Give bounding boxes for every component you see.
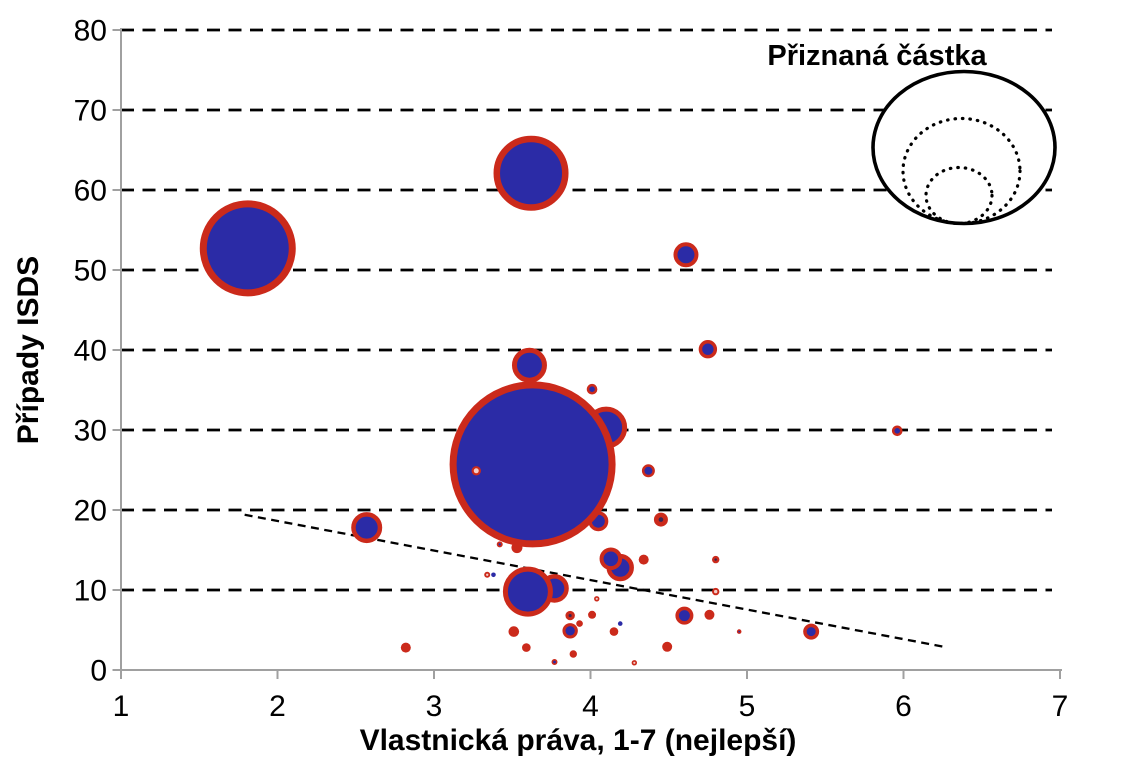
data-bubble-center [714,558,717,561]
data-bubble [594,596,600,602]
x-tick-label: 4 [582,690,599,723]
data-bubble [704,609,715,620]
data-bubble [588,610,597,619]
data-bubble [471,466,481,476]
data-bubble [891,425,903,437]
tick-labels: 0 10 20 30 40 50 60 70 80 1 2 3 4 5 6 7 [74,15,1069,724]
data-bubble [617,621,623,626]
x-tick-label: 6 [895,690,912,723]
x-tick-label: 3 [426,690,443,723]
data-bubble [641,464,655,478]
data-bubble [562,623,578,639]
data-bubble [400,642,411,653]
data-bubble [586,383,598,395]
data-bubble [609,627,619,636]
legend-size-scale [871,69,1057,226]
data-bubble [736,629,742,634]
data-bubble-center [568,614,572,618]
data-bubble [712,587,720,596]
data-bubble-center [658,517,664,522]
data-bubble [493,135,569,211]
axes [112,28,1062,679]
bubbles [199,135,903,666]
data-bubble [551,658,558,665]
x-tick-label: 7 [1052,690,1069,723]
y-tick-label: 80 [74,15,107,48]
data-bubble [638,554,649,565]
data-bubble [662,641,673,652]
y-tick-label: 20 [74,495,107,528]
x-tick-label: 1 [113,690,130,723]
trend-line-group [244,513,945,648]
y-tick-label: 10 [74,575,107,608]
data-bubble [803,623,820,640]
trend-line [244,513,945,648]
data-bubble [449,381,616,548]
y-axis-title: Případy ISDS [12,256,45,444]
y-tick-label: 70 [74,95,107,128]
data-bubble [569,650,577,658]
data-bubble [496,541,503,548]
data-bubble [484,571,491,578]
data-bubble [675,606,694,625]
data-bubble [502,566,553,617]
legend-title: Přiznaná částka [767,40,987,72]
data-bubble [576,620,583,627]
y-tick-label: 30 [74,415,107,448]
data-bubble [508,626,520,637]
x-tick-label: 2 [269,690,286,723]
data-bubble [631,660,638,666]
legend-circle [924,165,994,226]
y-tick-label: 50 [74,255,107,288]
data-bubble [491,572,496,578]
data-bubble [511,347,547,383]
legend-circle [871,69,1057,226]
legend-circle [901,116,1022,226]
data-bubble [199,200,296,297]
data-bubble [351,512,383,544]
y-tick-label: 0 [90,655,107,688]
y-tick-label: 60 [74,175,107,208]
data-bubble [698,340,718,359]
data-bubble [673,242,699,268]
y-tick-label: 40 [74,335,107,368]
data-bubble [599,547,623,571]
x-tick-label: 5 [739,690,756,723]
data-bubble [522,643,531,652]
x-axis-title: Vlastnická práva, 1-7 (nejlepší) [360,724,797,757]
